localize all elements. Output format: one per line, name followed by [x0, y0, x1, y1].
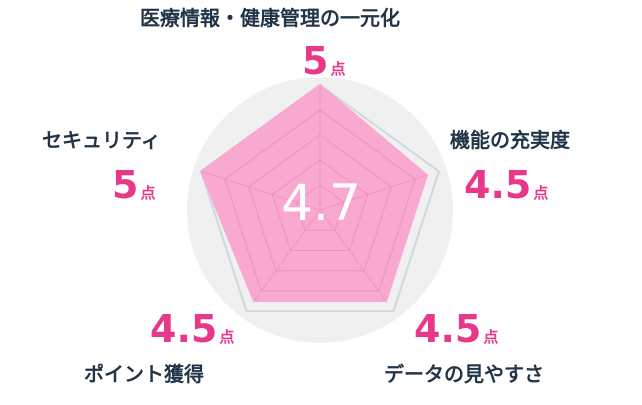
radar-grid-ring [224, 109, 416, 292]
score-unit: 点 [219, 328, 235, 346]
score-unit: 点 [533, 184, 549, 202]
score-value: 4.5 [150, 307, 218, 351]
score-value: 4.5 [464, 163, 532, 207]
radar-grid-ring [271, 159, 369, 251]
axis-label-security: セキュリティ [42, 128, 161, 152]
axis-label-data-readability: データの見やすさ [384, 362, 544, 386]
score-unit: 点 [140, 184, 156, 202]
radar-grid-ring [295, 184, 345, 231]
axis-label-features: 機能の充実度 [450, 128, 570, 152]
axis-label-medical-info: 医療情報・健康管理の一元化 [140, 6, 400, 30]
score-value: 5 [112, 163, 139, 207]
score-data-readability: 4.5 点 [414, 310, 498, 348]
radar-spoke [319, 174, 428, 211]
score-value: 5 [302, 39, 329, 83]
score-points: 4.5 点 [150, 310, 234, 348]
axis-label-points: ポイント獲得 [84, 362, 204, 386]
radar-data-area [201, 85, 427, 301]
average-score: 4.7 [281, 174, 361, 232]
radar-data-outline [199, 83, 429, 302]
score-unit: 点 [330, 60, 346, 78]
radar-spoke [200, 170, 321, 211]
radar-grid-ring [248, 134, 392, 272]
score-features: 4.5 点 [464, 166, 548, 204]
score-value: 4.5 [414, 307, 482, 351]
radar-spoke [319, 209, 387, 302]
radar-spoke [253, 209, 321, 302]
score-unit: 点 [483, 328, 499, 346]
